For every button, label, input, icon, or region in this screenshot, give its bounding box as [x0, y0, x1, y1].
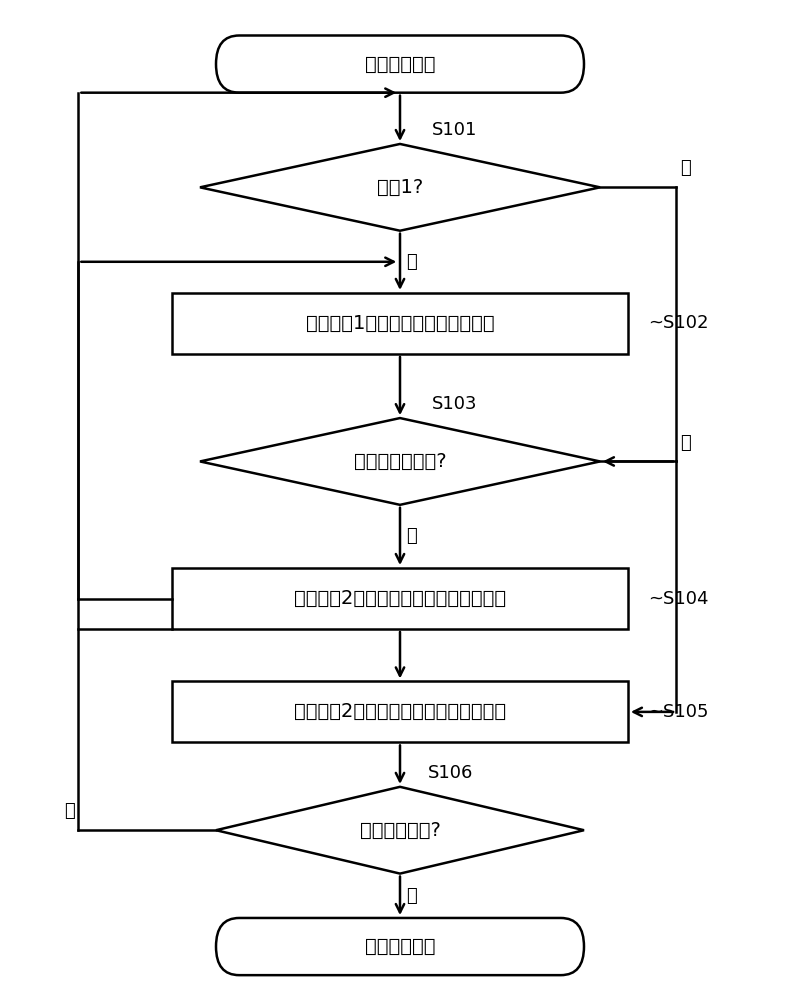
Text: 量化处理结束: 量化处理结束	[365, 937, 435, 956]
FancyBboxPatch shape	[216, 918, 584, 975]
Text: 否: 否	[64, 803, 74, 820]
Text: 区域1?: 区域1?	[377, 177, 423, 197]
Text: 否: 否	[680, 434, 690, 452]
Text: ~S104: ~S104	[648, 590, 709, 607]
Polygon shape	[216, 787, 584, 874]
Text: S106: S106	[428, 764, 474, 782]
Text: S103: S103	[432, 395, 478, 413]
Bar	[172, 568, 628, 629]
Text: 是: 是	[406, 252, 417, 271]
Text: ~S102: ~S102	[648, 315, 709, 332]
Text: 量化处理开始: 量化处理开始	[365, 54, 435, 74]
Polygon shape	[200, 144, 600, 231]
Text: 基于区域2的第二误差扩散矩阵执行量化: 基于区域2的第二误差扩散矩阵执行量化	[294, 702, 506, 722]
Bar	[172, 681, 628, 742]
Text: 否: 否	[680, 160, 690, 177]
Polygon shape	[200, 418, 600, 505]
Text: 量化处理结束?: 量化处理结束?	[359, 820, 441, 840]
Text: ~S105: ~S105	[648, 703, 709, 721]
Bar	[172, 293, 628, 354]
Text: 是: 是	[406, 528, 417, 545]
Text: S101: S101	[432, 121, 478, 139]
Text: 向下扫描线转换?: 向下扫描线转换?	[354, 452, 446, 471]
FancyBboxPatch shape	[216, 35, 584, 93]
Text: 基于区域1的误差扩散矩阵执行量化: 基于区域1的误差扩散矩阵执行量化	[306, 314, 494, 333]
Text: 是: 是	[406, 886, 417, 905]
Text: 基于区域2的第一误差扩散矩阵执行量化: 基于区域2的第一误差扩散矩阵执行量化	[294, 589, 506, 608]
